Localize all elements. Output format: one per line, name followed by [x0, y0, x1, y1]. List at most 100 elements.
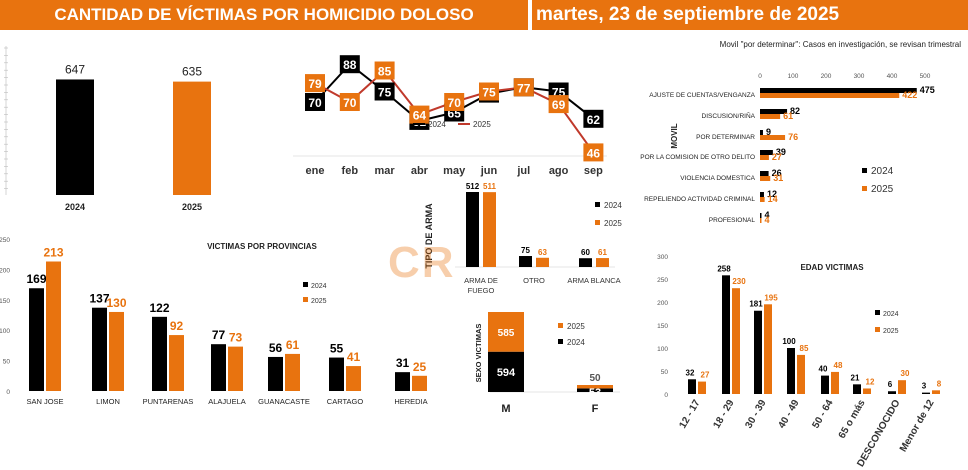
edad-category-label: 18 - 29 — [712, 398, 737, 431]
monthly-marker-2025 — [513, 78, 534, 97]
monthly-category-label: abr — [411, 165, 429, 177]
arma-bar-2025 — [483, 192, 496, 267]
prov-category-label: ALAJUELA — [208, 397, 246, 406]
edad-value-label: 30 — [901, 369, 910, 378]
prov-category-label: LIMON — [96, 397, 120, 406]
prov-value-label: 122 — [149, 301, 169, 315]
edad-y-tick: 50 — [661, 369, 669, 376]
prov-category-label: GUANACASTE — [258, 397, 310, 406]
edad-y-tick: 250 — [657, 277, 668, 284]
edad-category-label: 65 o más — [837, 398, 868, 441]
monthly-category-label: ago — [549, 165, 569, 177]
arma-value-label: 60 — [581, 248, 590, 257]
motivo-value-label: 31 — [773, 173, 783, 183]
edad-value-label: 48 — [834, 361, 843, 370]
monthly-value-label: 70 — [343, 96, 357, 110]
prov-legend-swatch — [303, 282, 308, 287]
arma-legend-swatch — [595, 202, 600, 207]
monthly-category-label: sep — [584, 165, 603, 177]
edad-bar-2025 — [698, 381, 706, 394]
provincias-chart: 0 50 100 150 200 250 VICTIMAS POR PROVINCIAS 16… — [0, 237, 428, 406]
prov-category-label: HEREDIA — [394, 397, 427, 406]
monthly-marker-2025 — [305, 74, 325, 93]
prov-value-label: 55 — [330, 342, 344, 356]
edad-value-label: 12 — [866, 377, 875, 386]
motivo-value-label: 14 — [768, 194, 778, 204]
motivo-legend-label: 2024 — [871, 166, 894, 177]
prov-value-label: 92 — [170, 319, 184, 333]
edad-legend-label: 2024 — [883, 311, 899, 318]
monthly-category-label: feb — [342, 165, 359, 177]
prov-value-label: 137 — [89, 292, 109, 306]
arma-value-label: 75 — [521, 246, 530, 255]
prov-bar-2024 — [211, 344, 226, 391]
monthly-value-label: 85 — [378, 65, 392, 79]
motivo-x-tick: 100 — [788, 73, 799, 80]
motivo-value-label: 4 — [765, 215, 770, 225]
annual-bar-2025 — [173, 81, 211, 195]
monthly-category-label: mar — [375, 165, 396, 177]
prov-bar-2025 — [228, 346, 243, 391]
annual-chart: 647 2024 635 2025 — [4, 46, 211, 212]
sexo-value-label: 594 — [497, 367, 516, 379]
edad-bar-2024 — [922, 392, 930, 394]
edad-bar-2025 — [764, 304, 772, 394]
motivo-bar-2025 — [760, 176, 771, 181]
arma-value-label: 511 — [483, 182, 496, 191]
motivo-bar-2024 — [760, 171, 769, 176]
edad-value-label: 230 — [732, 277, 746, 286]
watermark-logo: CR — [388, 238, 456, 287]
edad-bar-2024 — [754, 310, 762, 394]
edad-bar-2024 — [888, 391, 896, 394]
sexo-bar-2024 — [577, 388, 613, 392]
edad-value-label: 8 — [937, 379, 942, 388]
edad-y-tick: 0 — [664, 392, 668, 399]
motivo-title: Movil "por determinar": Casos en investi… — [720, 40, 962, 49]
motivo-value-label: 27 — [772, 152, 782, 162]
edad-bar-2025 — [831, 371, 839, 394]
monthly-marker-2025 — [374, 61, 395, 80]
motivo-value-label: 4 — [765, 210, 770, 220]
motivo-category-label: DISCUSION/RIÑA — [702, 111, 756, 120]
edad-bar-2024 — [853, 384, 861, 394]
edad-y-tick: 300 — [657, 254, 668, 261]
monthly-category-label: jul — [516, 165, 530, 177]
prov-value-label: 31 — [396, 356, 410, 370]
monthly-marker-2025 — [409, 105, 430, 124]
motivo-bar-2024 — [760, 150, 773, 155]
edad-value-label: 258 — [717, 264, 731, 273]
prov-y-tick: 100 — [0, 328, 10, 335]
prov-title: VICTIMAS POR PROVINCIAS — [207, 242, 317, 251]
annual-category-label: 2024 — [65, 202, 85, 212]
prov-bar-2024 — [395, 372, 410, 391]
sexo-legend-swatch — [558, 323, 563, 328]
edad-value-label: 181 — [749, 300, 763, 309]
edad-legend-swatch — [875, 310, 880, 315]
monthly-value-label: 75 — [378, 86, 392, 100]
motivo-value-label: 39 — [776, 147, 786, 157]
prov-category-label: PUNTARENAS — [143, 397, 194, 406]
edad-title: EDAD VICTIMAS — [800, 263, 864, 272]
prov-value-label: 25 — [413, 360, 427, 374]
header-title: CANTIDAD DE VÍCTIMAS POR HOMICIDIO DOLOS… — [0, 0, 528, 30]
sexo-bar-2024 — [488, 351, 524, 392]
monthly-marker-2024 — [374, 82, 395, 101]
edad-bar-2025 — [863, 388, 871, 394]
motivo-value-label: 475 — [920, 85, 935, 95]
arma-bar-2025 — [596, 258, 609, 267]
monthly-category-label: may — [443, 165, 466, 177]
monthly-value-label: 79 — [308, 77, 322, 91]
edad-value-label: 195 — [764, 293, 778, 302]
monthly-category-label: ene — [306, 165, 325, 177]
edad-y-tick: 100 — [657, 346, 668, 353]
motivo-category-label: POR DETERMINAR — [696, 134, 755, 141]
motivo-bar-2025 — [760, 135, 786, 140]
prov-legend-swatch — [303, 297, 308, 302]
motivo-chart: Movil "por determinar": Casos en investi… — [640, 40, 962, 225]
prov-value-label: 169 — [26, 272, 46, 286]
annual-value-label: 635 — [182, 65, 202, 79]
edad-value-label: 27 — [701, 371, 710, 380]
edad-category-label: 30 - 39 — [744, 398, 769, 431]
motivo-bar-2024 — [760, 109, 788, 114]
edad-value-label: 100 — [782, 337, 796, 346]
